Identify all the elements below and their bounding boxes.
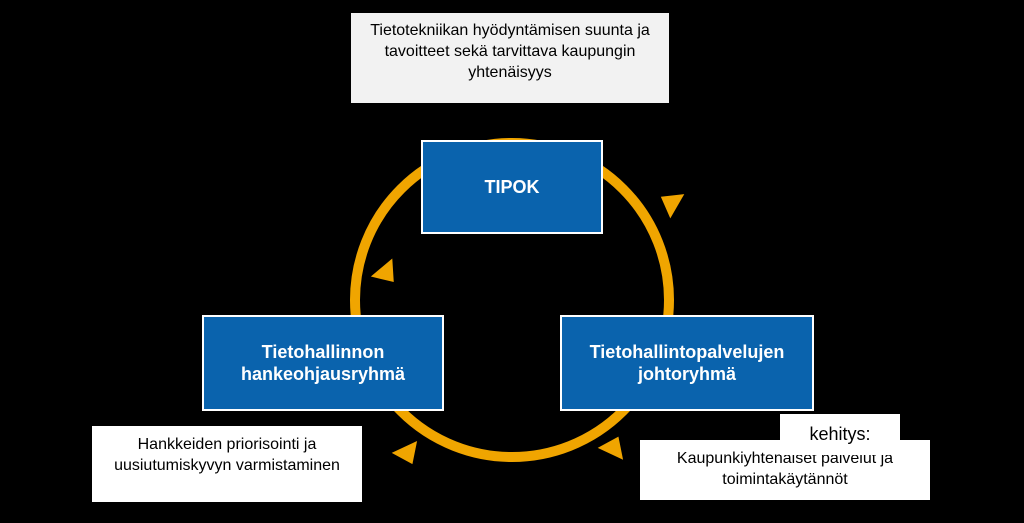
node-johtoryhma: Tietohallintopalvelujen johtoryhmä — [560, 315, 814, 411]
caption-bottom-left: Hankkeiden priorisointi ja uusiutumiskyv… — [92, 426, 362, 502]
arr-bottom-left-icon — [392, 441, 425, 470]
node-hankeohjaus: Tietohallinnon hankeohjausryhmä — [202, 315, 444, 411]
arr-bottom-right-icon — [598, 431, 631, 460]
diagram-canvas: TIPOK Tietohallinnon hankeohjausryhmä Tiet… — [0, 0, 1024, 523]
node-tipok: TIPOK — [421, 140, 603, 234]
arr-top-right-icon — [654, 185, 684, 219]
caption-top: Tietotekniikan hyödyntämisen suunta ja t… — [350, 12, 670, 104]
caption-bottom-right-frag: kehitys: — [780, 414, 900, 455]
